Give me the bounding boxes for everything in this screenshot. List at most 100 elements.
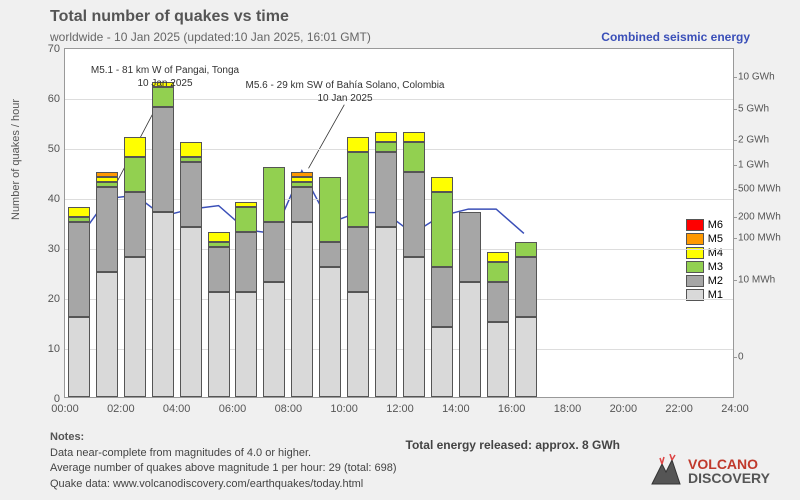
total-energy-text: Total energy released: approx. 8 GWh [406, 438, 621, 452]
bar-segment-M3 [235, 207, 257, 232]
chart-subtitle: worldwide - 10 Jan 2025 (updated:10 Jan … [50, 30, 371, 44]
x-tick: 22:00 [665, 403, 693, 415]
bar-segment-M1 [347, 292, 369, 397]
bar-segment-M1 [319, 267, 341, 397]
plot-area: M6M5M4M3M2M1 010203040506070010 MWh100 M… [64, 48, 734, 398]
bar-segment-M1 [403, 257, 425, 397]
bar-segment-M1 [487, 322, 509, 397]
notes-section: Notes: Data near-complete from magnitude… [50, 430, 397, 492]
bar-segment-M4 [375, 132, 397, 142]
y-axis-label-left: Number of quakes / hour [10, 99, 22, 220]
x-tick: 04:00 [163, 403, 191, 415]
bar-segment-M3 [515, 242, 537, 257]
bar-segment-M2 [375, 152, 397, 227]
legend-label: M2 [708, 275, 723, 287]
bar-segment-M3 [403, 142, 425, 172]
notes-title: Notes: [50, 430, 397, 445]
y-tick-left: 70 [35, 43, 60, 55]
y-tick-right: 0 [738, 352, 783, 363]
bar-segment-M2 [68, 222, 90, 317]
bar-segment-M1 [96, 272, 118, 397]
y-tick-left: 40 [35, 193, 60, 205]
notes-line2: Average number of quakes above magnitude… [50, 461, 397, 476]
legend-item-M2: M2 [686, 275, 723, 287]
notes-line1: Data near-complete from magnitudes of 4.… [50, 446, 397, 461]
y-tick-left: 10 [35, 343, 60, 355]
y-tick-left: 20 [35, 293, 60, 305]
bar-segment-M1 [291, 222, 313, 397]
bar-segment-M3 [375, 142, 397, 152]
bar-segment-M4 [180, 142, 202, 157]
bar-segment-M4 [124, 137, 146, 157]
x-tick: 08:00 [275, 403, 303, 415]
bar-segment-M3 [319, 177, 341, 242]
bar-segment-M1 [515, 317, 537, 397]
bar-segment-M2 [152, 107, 174, 212]
x-tick: 20:00 [610, 403, 638, 415]
x-tick: 00:00 [51, 403, 79, 415]
legend-swatch [686, 233, 704, 245]
x-tick: 02:00 [107, 403, 135, 415]
y-tick-left: 60 [35, 93, 60, 105]
x-tick: 10:00 [330, 403, 358, 415]
legend-item-M5: M5 [686, 233, 723, 245]
legend-label: M3 [708, 261, 723, 273]
bar-segment-M1 [235, 292, 257, 397]
legend-swatch [686, 219, 704, 231]
bar-segment-M2 [347, 227, 369, 292]
y-tick-right: 100 MWh [738, 233, 783, 244]
bar-segment-M1 [208, 292, 230, 397]
right-axis-title: Combined seismic energy [601, 30, 750, 44]
bar-segment-M4 [68, 207, 90, 217]
bar-segment-M2 [180, 162, 202, 227]
y-tick-right: 5 GWh [738, 103, 783, 114]
bar-segment-M4 [235, 202, 257, 207]
bar-segment-M3 [124, 157, 146, 192]
y-tick-right: 200 MWh [738, 212, 783, 223]
bar-segment-M2 [208, 247, 230, 292]
y-tick-right: 1 GWh [738, 159, 783, 170]
bar-segment-M2 [124, 192, 146, 257]
bar-segment-M4 [291, 177, 313, 182]
bar-segment-M2 [235, 232, 257, 292]
bar-segment-M3 [68, 217, 90, 222]
y-tick-left: 50 [35, 143, 60, 155]
bar-segment-M1 [375, 227, 397, 397]
legend-label: M6 [708, 219, 723, 231]
bar-segment-M3 [431, 192, 453, 267]
bar-segment-M4 [403, 132, 425, 142]
y-tick-left: 30 [35, 243, 60, 255]
bar-segment-M1 [124, 257, 146, 397]
x-tick: 24:00 [721, 403, 749, 415]
bar-segment-M2 [459, 212, 481, 282]
bar-segment-M4 [96, 177, 118, 182]
legend-item-M6: M6 [686, 219, 723, 231]
bar-segment-M3 [208, 242, 230, 247]
annotation: M5.6 - 29 km SW of Bahía Solano, Colombi… [246, 79, 445, 105]
bar-segment-M2 [403, 172, 425, 257]
y-tick-right: 10 MWh [738, 275, 783, 286]
bar-segment-M2 [515, 257, 537, 317]
bar-segment-M3 [180, 157, 202, 162]
bar-segment-M3 [96, 182, 118, 187]
bar-segment-M3 [291, 182, 313, 187]
bar-segment-M4 [208, 232, 230, 242]
bar-segment-M3 [347, 152, 369, 227]
legend-label: M5 [708, 233, 723, 245]
x-tick: 14:00 [442, 403, 470, 415]
bar-segment-M2 [319, 242, 341, 267]
bar-segment-M1 [152, 212, 174, 397]
bar-segment-M1 [263, 282, 285, 397]
legend-swatch [686, 275, 704, 287]
x-tick: 12:00 [386, 403, 414, 415]
bar-segment-M4 [487, 252, 509, 262]
chart-title: Total number of quakes vs time [50, 8, 289, 26]
y-tick-right: 2 GWh [738, 135, 783, 146]
y-tick-right: 10 GWh [738, 72, 783, 83]
magnitude-legend: M6M5M4M3M2M1 [686, 219, 723, 303]
bar-segment-M3 [152, 87, 174, 107]
bar-segment-M5 [96, 172, 118, 177]
bar-segment-M4 [431, 177, 453, 192]
bar-segment-M1 [459, 282, 481, 397]
bar-segment-M2 [96, 187, 118, 272]
